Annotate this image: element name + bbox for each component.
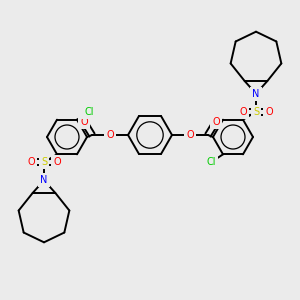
Text: O: O: [212, 117, 220, 127]
Text: N: N: [252, 89, 260, 99]
Text: Cl: Cl: [84, 107, 94, 117]
Text: Cl: Cl: [206, 157, 216, 167]
Text: O: O: [80, 117, 88, 127]
Text: O: O: [265, 107, 273, 117]
Text: N: N: [40, 175, 48, 185]
Text: O: O: [106, 130, 114, 140]
Text: S: S: [253, 107, 259, 117]
Text: O: O: [53, 157, 61, 167]
Text: O: O: [186, 130, 194, 140]
Text: S: S: [41, 157, 47, 167]
Text: O: O: [27, 157, 35, 167]
Text: O: O: [239, 107, 247, 117]
